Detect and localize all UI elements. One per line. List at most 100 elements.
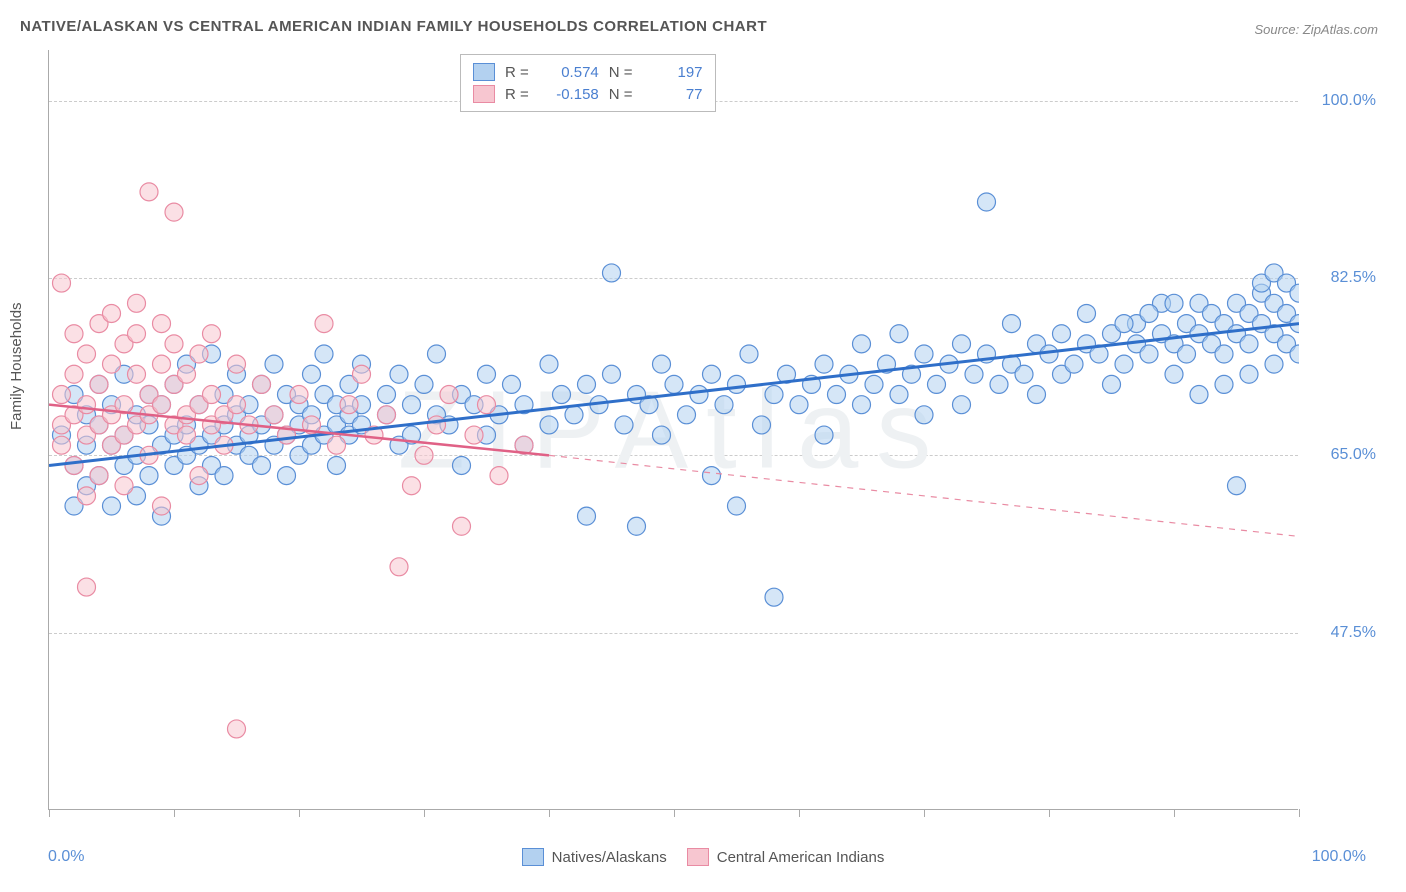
scatter-point [1103, 375, 1121, 393]
scatter-point [453, 456, 471, 474]
scatter-point [440, 386, 458, 404]
scatter-point [1178, 345, 1196, 363]
scatter-point [1190, 386, 1208, 404]
scatter-point [1078, 304, 1096, 322]
n-label: N = [609, 86, 633, 103]
scatter-point [353, 365, 371, 383]
scatter-point [78, 487, 96, 505]
scatter-point [453, 517, 471, 535]
scatter-point [203, 386, 221, 404]
scatter-point [978, 193, 996, 211]
scatter-point [65, 456, 83, 474]
x-axis-min-label: 0.0% [48, 848, 84, 866]
scatter-point [915, 345, 933, 363]
y-tick-label: 47.5% [1306, 624, 1376, 642]
scatter-point [853, 335, 871, 353]
scatter-point [128, 294, 146, 312]
scatter-point [553, 386, 571, 404]
scatter-point [1228, 477, 1246, 495]
scatter-point [315, 315, 333, 333]
scatter-point [703, 467, 721, 485]
source-label: Source: ZipAtlas.com [1254, 22, 1378, 37]
y-tick-label: 65.0% [1306, 446, 1376, 464]
scatter-point [78, 396, 96, 414]
swatch-pink-icon [473, 85, 495, 103]
scatter-point [253, 375, 271, 393]
x-tick [549, 809, 550, 817]
scatter-point [540, 355, 558, 373]
scatter-point [465, 426, 483, 444]
x-tick [1174, 809, 1175, 817]
scatter-point [615, 416, 633, 434]
scatter-point [328, 456, 346, 474]
chart-area: ZIPAtlas 100.0%82.5%65.0%47.5% [48, 50, 1298, 810]
scatter-point [228, 396, 246, 414]
scatter-point [653, 355, 671, 373]
scatter-point [265, 355, 283, 373]
scatter-point [890, 386, 908, 404]
n-value-pink: 77 [643, 86, 703, 103]
scatter-point [403, 477, 421, 495]
x-tick [924, 809, 925, 817]
trend-line-pink-dash [549, 455, 1299, 536]
scatter-point [1240, 335, 1258, 353]
scatter-point [78, 345, 96, 363]
scatter-point [390, 558, 408, 576]
scatter-point [1115, 355, 1133, 373]
scatter-point [1028, 386, 1046, 404]
scatter-point [578, 507, 596, 525]
scatter-point [740, 345, 758, 363]
scatter-point [728, 375, 746, 393]
scatter-point [340, 396, 358, 414]
x-tick [1299, 809, 1300, 817]
y-tick-label: 82.5% [1306, 269, 1376, 287]
scatter-point [90, 467, 108, 485]
scatter-point [328, 436, 346, 454]
scatter-point [65, 365, 83, 383]
scatter-point [415, 446, 433, 464]
scatter-point [578, 375, 596, 393]
scatter-point [765, 588, 783, 606]
r-label: R = [505, 86, 529, 103]
scatter-point [753, 416, 771, 434]
scatter-point [1053, 325, 1071, 343]
scatter-point [478, 365, 496, 383]
r-label: R = [505, 64, 529, 81]
r-value-pink: -0.158 [539, 86, 599, 103]
scatter-point [415, 375, 433, 393]
scatter-point [1215, 375, 1233, 393]
scatter-point [790, 396, 808, 414]
scatter-point [928, 375, 946, 393]
scatter-point [378, 406, 396, 424]
scatter-point [303, 365, 321, 383]
scatter-point [478, 396, 496, 414]
chart-title: NATIVE/ALASKAN VS CENTRAL AMERICAN INDIA… [20, 18, 767, 35]
x-tick [674, 809, 675, 817]
scatter-point [140, 467, 158, 485]
scatter-point [290, 386, 308, 404]
trend-line-blue [49, 324, 1299, 466]
scatter-point [103, 497, 121, 515]
scatter-point [1265, 355, 1283, 373]
scatter-point [1140, 345, 1158, 363]
scatter-point [728, 497, 746, 515]
scatter-point [190, 467, 208, 485]
scatter-point [703, 365, 721, 383]
scatter-point [128, 325, 146, 343]
scatter-point [103, 304, 121, 322]
bottom-legend: Natives/Alaskans Central American Indian… [0, 848, 1406, 866]
scatter-point [1003, 315, 1021, 333]
scatter-point [140, 183, 158, 201]
scatter-point [203, 325, 221, 343]
stats-row-pink: R = -0.158 N = 77 [473, 83, 703, 105]
scatter-point [828, 386, 846, 404]
scatter-point [228, 720, 246, 738]
scatter-point [565, 406, 583, 424]
scatter-point [953, 396, 971, 414]
scatter-point [1115, 315, 1133, 333]
scatter-point [228, 355, 246, 373]
scatter-point [1165, 365, 1183, 383]
scatter-point [815, 355, 833, 373]
scatter-point [65, 325, 83, 343]
scatter-point [103, 355, 121, 373]
